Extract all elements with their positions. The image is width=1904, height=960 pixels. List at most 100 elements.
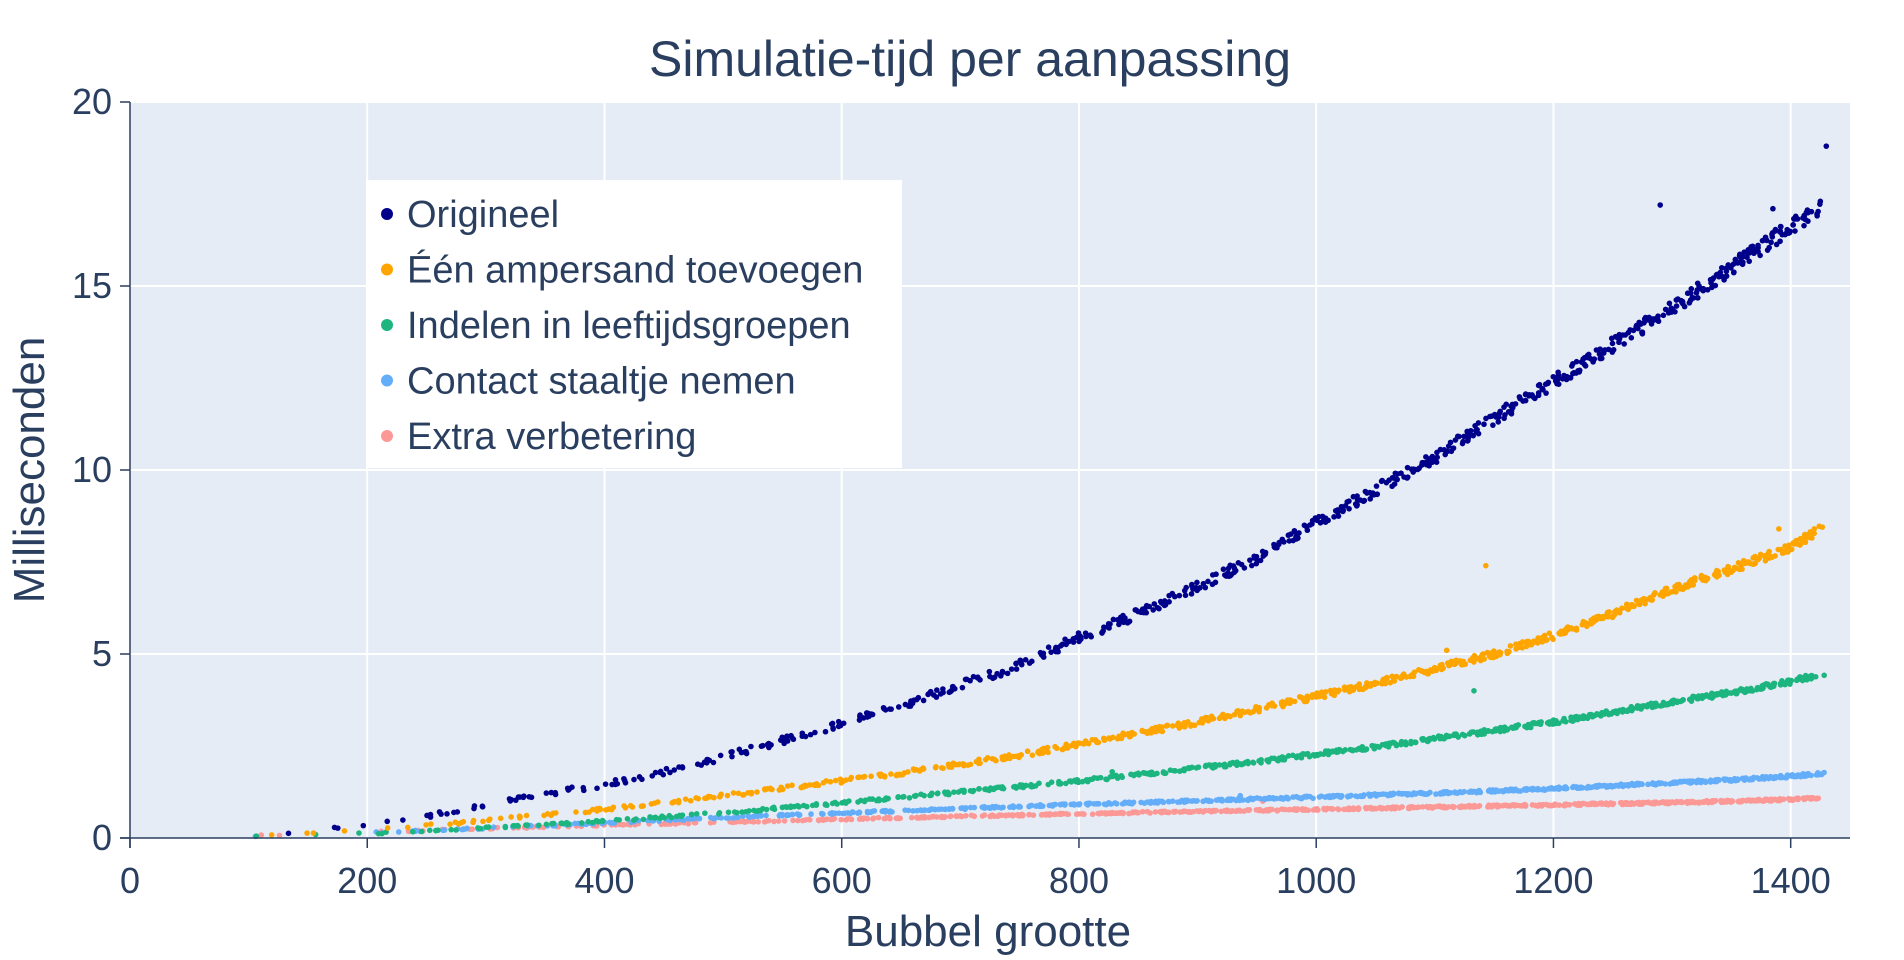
- point-indelen-in-leeftijdsgroepen: [510, 823, 517, 829]
- point-origineel: [1639, 331, 1646, 337]
- point-contact-staaltje-nemen: [887, 808, 894, 814]
- point-origineel: [1817, 198, 1824, 205]
- point-indelen-in-leeftijdsgroepen: [1310, 751, 1317, 758]
- point--n-ampersand-toevoegen: [848, 774, 855, 781]
- point--n-ampersand-toevoegen: [868, 773, 874, 780]
- point-indelen-in-leeftijdsgroepen: [734, 809, 740, 816]
- point-indelen-in-leeftijdsgroepen: [813, 801, 820, 807]
- point-contact-staaltje-nemen: [490, 824, 497, 831]
- point-indelen-in-leeftijdsgroepen: [1242, 759, 1249, 766]
- point-extra-verbetering: [1157, 808, 1163, 815]
- point-origineel: [1331, 514, 1337, 520]
- point-origineel: [1616, 339, 1622, 346]
- point-origineel: [1226, 573, 1232, 580]
- point-contact-staaltje-nemen: [684, 815, 691, 822]
- point-extra-verbetering: [916, 815, 923, 821]
- point-extra-verbetering: [1030, 812, 1037, 818]
- point-contact-staaltje-nemen: [1621, 782, 1628, 788]
- point-contact-staaltje-nemen: [828, 811, 835, 817]
- point-origineel: [1262, 549, 1269, 556]
- point-indelen-in-leeftijdsgroepen: [702, 810, 708, 816]
- point--n-ampersand-toevoegen: [1474, 655, 1481, 662]
- point-origineel: [1764, 237, 1770, 244]
- point-contact-staaltje-nemen: [1615, 783, 1622, 789]
- point-indelen-in-leeftijdsgroepen: [759, 805, 766, 812]
- point-origineel: [729, 753, 735, 760]
- point-indelen-in-leeftijdsgroepen: [1188, 764, 1194, 771]
- point-origineel: [1464, 438, 1471, 444]
- point--n-ampersand-toevoegen: [802, 782, 808, 789]
- point-indelen-in-leeftijdsgroepen: [536, 822, 542, 829]
- point-origineel: [1718, 264, 1725, 271]
- point-extra-verbetering: [1471, 804, 1478, 810]
- point--n-ampersand-toevoegen: [1523, 643, 1530, 650]
- point--n-ampersand-toevoegen: [1085, 740, 1092, 747]
- point--n-ampersand-toevoegen: [718, 791, 724, 798]
- point-extra-verbetering: [941, 814, 947, 821]
- point-extra-verbetering: [1651, 799, 1658, 806]
- point-indelen-in-leeftijdsgroepen: [1221, 763, 1228, 770]
- point-origineel: [454, 809, 461, 815]
- point-origineel: [1181, 587, 1188, 594]
- point-extra-verbetering: [1396, 805, 1403, 811]
- point-indelen-in-leeftijdsgroepen: [1574, 716, 1581, 723]
- point--n-ampersand-toevoegen: [832, 777, 839, 784]
- point-indelen-in-leeftijdsgroepen: [1045, 781, 1052, 788]
- point-indelen-in-leeftijdsgroepen: [1068, 779, 1075, 785]
- point-origineel: [1808, 208, 1815, 215]
- point-origineel: [1627, 327, 1633, 333]
- point-origineel: [1716, 273, 1722, 280]
- point-origineel: [1778, 223, 1784, 230]
- point-origineel: [427, 814, 434, 820]
- point-contact-staaltje-nemen: [1200, 798, 1206, 805]
- point-origineel: [895, 704, 902, 710]
- point--n-ampersand-toevoegen: [1204, 714, 1210, 721]
- point-origineel: [543, 790, 550, 796]
- point-contact-staaltje-nemen: [1046, 802, 1053, 809]
- point-contact-staaltje-nemen: [1017, 803, 1023, 810]
- point-indelen-in-leeftijdsgroepen: [409, 828, 416, 835]
- point-indelen-in-leeftijdsgroepen: [862, 797, 869, 804]
- point--n-ampersand-toevoegen: [1528, 640, 1535, 647]
- point-extra-verbetering: [1330, 806, 1336, 812]
- point-origineel: [285, 830, 292, 837]
- point-extra-verbetering: [1655, 800, 1662, 806]
- point-contact-staaltje-nemen: [871, 808, 878, 814]
- point-origineel: [927, 688, 934, 695]
- point-contact-staaltje-nemen: [1507, 786, 1514, 793]
- point-origineel: [631, 776, 637, 783]
- point-origineel: [962, 676, 969, 683]
- point-extra-verbetering: [1218, 808, 1225, 815]
- point--n-ampersand-toevoegen: [1673, 589, 1679, 595]
- point-extra-verbetering: [707, 819, 714, 826]
- point--n-ampersand-toevoegen: [702, 795, 708, 802]
- point--n-ampersand-toevoegen: [754, 789, 760, 795]
- point-contact-staaltje-nemen: [1106, 800, 1112, 807]
- point-origineel: [1029, 658, 1035, 665]
- point-origineel: [1628, 335, 1635, 341]
- point-extra-verbetering: [1281, 806, 1288, 813]
- point-indelen-in-leeftijdsgroepen: [1569, 717, 1576, 724]
- point-origineel: [1649, 316, 1656, 323]
- point-origineel: [1120, 619, 1127, 626]
- point--n-ampersand-toevoegen: [1075, 740, 1082, 746]
- point-origineel: [1008, 666, 1015, 672]
- point-contact-staaltje-nemen: [1383, 791, 1390, 798]
- point--n-ampersand-toevoegen: [1467, 657, 1474, 664]
- point-contact-staaltje-nemen: [1742, 775, 1749, 782]
- point-contact-staaltje-nemen: [856, 809, 863, 816]
- point-indelen-in-leeftijdsgroepen: [435, 827, 441, 834]
- point--n-ampersand-toevoegen: [1016, 754, 1022, 761]
- point-contact-staaltje-nemen: [725, 815, 732, 821]
- point-origineel: [612, 777, 619, 783]
- point--n-ampersand-toevoegen: [675, 799, 682, 806]
- point-contact-staaltje-nemen: [1095, 801, 1102, 807]
- point-origineel: [1784, 226, 1790, 233]
- point-indelen-in-leeftijdsgroepen: [1110, 773, 1116, 780]
- point-extra-verbetering: [831, 815, 838, 822]
- point-indelen-in-leeftijdsgroepen: [1478, 728, 1484, 734]
- point-origineel: [1099, 629, 1105, 636]
- point-indelen-in-leeftijdsgroepen: [549, 820, 555, 827]
- point-extra-verbetering: [742, 819, 748, 825]
- point-indelen-in-leeftijdsgroepen: [1144, 771, 1151, 777]
